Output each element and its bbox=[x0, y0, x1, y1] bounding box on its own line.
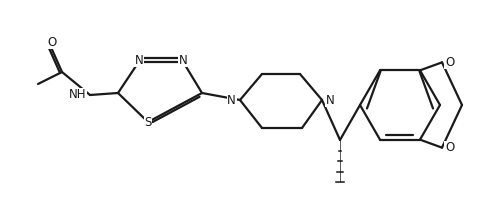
Text: N: N bbox=[179, 54, 187, 67]
Text: N: N bbox=[135, 54, 143, 67]
Text: N: N bbox=[326, 93, 335, 106]
Text: O: O bbox=[445, 141, 454, 154]
Text: O: O bbox=[445, 56, 454, 69]
Text: N: N bbox=[227, 93, 236, 106]
Text: O: O bbox=[47, 35, 56, 49]
Text: S: S bbox=[144, 116, 152, 129]
Text: NH: NH bbox=[68, 88, 86, 101]
